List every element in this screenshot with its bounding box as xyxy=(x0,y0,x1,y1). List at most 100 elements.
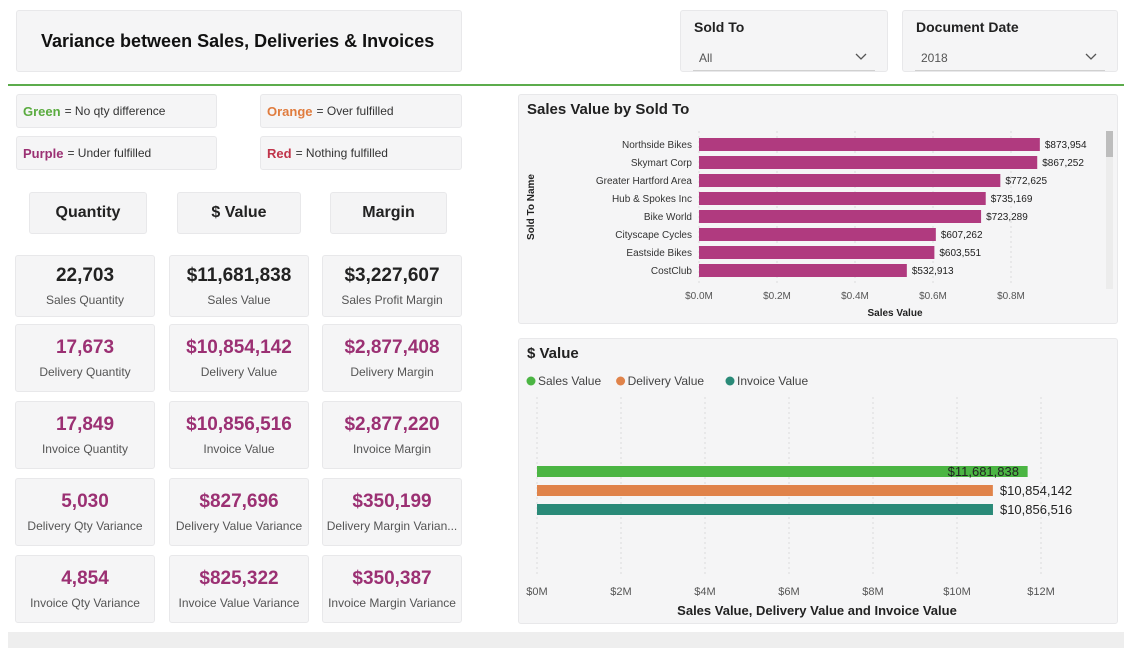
bar xyxy=(699,246,935,259)
kpi-card-invoice-margin-variance: $350,387 Invoice Margin Variance xyxy=(322,555,462,623)
kpi-value: $10,856,516 xyxy=(186,414,292,435)
kpi-label: Delivery Qty Variance xyxy=(27,519,143,533)
legend-dot xyxy=(725,376,735,386)
kpi-value: 4,854 xyxy=(61,568,109,589)
document-date-slicer: Document Date 2018 xyxy=(902,10,1118,72)
report-title-card: Variance between Sales, Deliveries & Inv… xyxy=(16,10,462,72)
category-label: Northside Bikes xyxy=(622,140,692,151)
x-tick-label: $0.2M xyxy=(763,291,791,302)
kpi-value: $3,227,607 xyxy=(344,265,440,286)
category-label: Eastside Bikes xyxy=(626,248,692,259)
margin-header: Margin xyxy=(330,192,447,234)
x-tick-label: $12M xyxy=(1027,586,1055,598)
kpi-value: 22,703 xyxy=(55,265,115,286)
x-axis-title: Sales Value, Delivery Value and Invoice … xyxy=(677,603,957,618)
kpi-value: $350,387 xyxy=(352,568,432,589)
category-label: Greater Hartford Area xyxy=(596,176,693,187)
bar xyxy=(699,228,936,241)
bar xyxy=(537,504,993,515)
bar xyxy=(699,138,1040,151)
y-axis-title: Sold To Name xyxy=(526,174,537,240)
kpi-card-delivery-margin: $2,877,408 Delivery Margin xyxy=(322,324,462,392)
data-label: $873,954 xyxy=(1045,140,1087,151)
x-tick-label: $4M xyxy=(694,586,715,598)
kpi-card-delivery-value-variance: $827,696 Delivery Value Variance xyxy=(169,478,309,546)
data-label: $772,625 xyxy=(1005,176,1047,187)
kpi-card-invoice-quantity: 17,849 Invoice Quantity xyxy=(15,401,155,469)
x-tick-label: $0.6M xyxy=(919,291,947,302)
legend-green-name: Green xyxy=(23,103,61,119)
x-tick-label: $0.0M xyxy=(685,291,713,302)
kpi-card-delivery-value: $10,854,142 Delivery Value xyxy=(169,324,309,392)
kpi-label: Delivery Value xyxy=(200,365,278,379)
legend-red-name: Red xyxy=(267,145,292,161)
chart-title: Sales Value by Sold To xyxy=(527,101,690,118)
category-label: Skymart Corp xyxy=(631,158,693,169)
sold-to-slicer: Sold To All xyxy=(680,10,888,72)
data-label: $607,262 xyxy=(941,230,983,241)
bar xyxy=(699,210,982,223)
kpi-label: Invoice Margin Variance xyxy=(328,596,456,610)
kpi-value: $2,877,408 xyxy=(344,337,440,358)
legend-orange-name: Orange xyxy=(267,103,313,119)
data-label: $603,551 xyxy=(939,248,981,259)
kpi-label: Invoice Margin xyxy=(352,442,432,456)
bar xyxy=(699,264,907,277)
data-label: $867,252 xyxy=(1042,158,1084,169)
legend-orange-text: = Over fulfilled xyxy=(316,104,394,118)
data-label: $735,169 xyxy=(991,194,1033,205)
legend-label: Delivery Value xyxy=(628,374,705,388)
quantity-header: Quantity xyxy=(29,192,147,234)
x-tick-label: $6M xyxy=(778,586,799,598)
kpi-label: Delivery Value Variance xyxy=(175,519,303,533)
scrollbar-thumb xyxy=(1106,131,1113,157)
data-label: $532,913 xyxy=(912,266,954,277)
kpi-label: Delivery Quantity xyxy=(39,365,131,379)
x-tick-label: $8M xyxy=(862,586,883,598)
data-label: $10,856,516 xyxy=(1000,502,1072,517)
legend-red: Red = Nothing fulfilled xyxy=(260,136,462,170)
kpi-value: $825,322 xyxy=(199,568,279,589)
data-label: $723,289 xyxy=(986,212,1028,223)
kpi-value: $827,696 xyxy=(199,491,279,512)
legend-purple: Purple = Under fulfilled xyxy=(16,136,217,170)
chevron-down-icon xyxy=(1085,53,1097,60)
legend-label: Invoice Value xyxy=(737,374,808,388)
x-tick-label: $0.8M xyxy=(997,291,1025,302)
legend-dot xyxy=(616,376,626,386)
data-label: $11,681,838 xyxy=(948,464,1019,479)
legend-orange: Orange = Over fulfilled xyxy=(260,94,462,128)
kpi-card-sales-margin: $3,227,607 Sales Profit Margin xyxy=(322,255,462,317)
chart-title: $ Value xyxy=(527,345,579,362)
legend-green-text: = No qty difference xyxy=(64,104,166,118)
x-tick-label: $2M xyxy=(610,586,631,598)
kpi-label: Invoice Value xyxy=(203,442,275,456)
sold-to-dropdown[interactable]: All xyxy=(693,45,875,71)
x-tick-label: $0M xyxy=(526,586,547,598)
kpi-value: 17,673 xyxy=(55,337,115,358)
kpi-label: Invoice Qty Variance xyxy=(30,596,140,610)
kpi-label: Sales Quantity xyxy=(45,293,125,307)
kpi-card-sales-value: $11,681,838 Sales Value xyxy=(169,255,309,317)
kpi-card-sales-quantity: 22,703 Sales Quantity xyxy=(15,255,155,317)
category-label: Cityscape Cycles xyxy=(615,230,692,241)
legend-dot xyxy=(526,376,536,386)
category-label: Hub & Spokes Inc xyxy=(612,194,692,205)
category-label: CostClub xyxy=(651,266,693,277)
bar xyxy=(699,156,1038,169)
header-divider xyxy=(8,84,1124,86)
sold-to-label: Sold To xyxy=(694,19,745,35)
data-label: $10,854,142 xyxy=(1000,483,1072,498)
kpi-label: Sales Profit Margin xyxy=(341,293,443,307)
chevron-down-icon xyxy=(855,53,867,60)
x-tick-label: $10M xyxy=(943,586,971,598)
kpi-value: 5,030 xyxy=(61,491,109,512)
category-label: Bike World xyxy=(644,212,692,223)
legend-red-text: = Nothing fulfilled xyxy=(295,146,388,160)
kpi-value: $2,877,220 xyxy=(344,414,440,435)
legend-label: Sales Value xyxy=(538,374,601,388)
document-date-dropdown[interactable]: 2018 xyxy=(915,45,1105,71)
bar xyxy=(699,174,1001,187)
scrollbar-track xyxy=(1106,131,1113,289)
document-date-label: Document Date xyxy=(916,19,1019,35)
